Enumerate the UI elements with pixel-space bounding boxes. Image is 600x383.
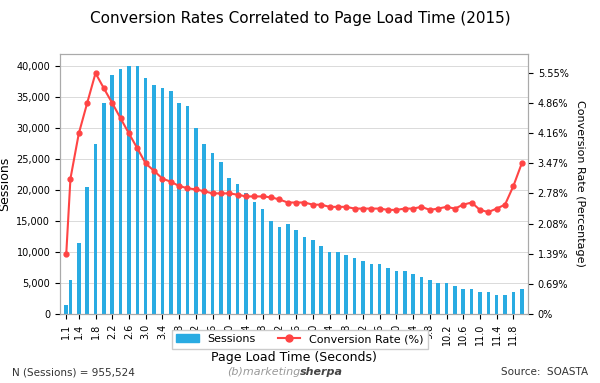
Bar bbox=[227, 178, 231, 314]
Bar bbox=[185, 106, 189, 314]
Bar bbox=[319, 246, 323, 314]
Bar bbox=[77, 243, 80, 314]
Bar bbox=[512, 292, 515, 314]
Bar bbox=[169, 91, 173, 314]
Bar bbox=[412, 274, 415, 314]
Bar bbox=[436, 283, 440, 314]
Bar bbox=[136, 66, 139, 314]
Bar bbox=[386, 268, 390, 314]
Bar bbox=[102, 103, 106, 314]
Text: N (Sessions) = 955,524: N (Sessions) = 955,524 bbox=[12, 367, 135, 378]
Bar bbox=[68, 280, 72, 314]
Bar bbox=[85, 187, 89, 314]
Bar bbox=[487, 292, 490, 314]
Text: (b)marketing: (b)marketing bbox=[227, 367, 300, 378]
Bar bbox=[211, 153, 214, 314]
Bar bbox=[311, 240, 314, 314]
Bar bbox=[286, 224, 290, 314]
Bar bbox=[110, 75, 114, 314]
Bar bbox=[461, 289, 465, 314]
Bar bbox=[161, 88, 164, 314]
Bar bbox=[328, 252, 331, 314]
X-axis label: Page Load Time (Seconds): Page Load Time (Seconds) bbox=[211, 351, 377, 364]
Bar bbox=[344, 255, 348, 314]
Bar bbox=[478, 292, 482, 314]
Y-axis label: Sessions: Sessions bbox=[0, 157, 11, 211]
Bar bbox=[520, 289, 524, 314]
Bar bbox=[253, 203, 256, 314]
Bar bbox=[302, 237, 306, 314]
Bar bbox=[236, 184, 239, 314]
Bar bbox=[378, 264, 382, 314]
Bar bbox=[178, 103, 181, 314]
Bar bbox=[194, 128, 197, 314]
Bar bbox=[127, 66, 131, 314]
Bar bbox=[361, 261, 365, 314]
Bar bbox=[453, 286, 457, 314]
Bar bbox=[470, 289, 473, 314]
Bar bbox=[503, 295, 507, 314]
Text: Conversion Rates Correlated to Page Load Time (2015): Conversion Rates Correlated to Page Load… bbox=[89, 11, 511, 26]
Bar bbox=[244, 193, 248, 314]
Bar bbox=[144, 79, 148, 314]
Bar bbox=[403, 271, 407, 314]
Bar bbox=[219, 162, 223, 314]
Bar bbox=[295, 230, 298, 314]
Bar bbox=[395, 271, 398, 314]
Bar bbox=[269, 221, 273, 314]
Text: Source:  SOASTA: Source: SOASTA bbox=[501, 367, 588, 378]
Y-axis label: Conversion Rate (Percentage): Conversion Rate (Percentage) bbox=[575, 100, 585, 267]
Bar bbox=[419, 277, 423, 314]
Bar bbox=[278, 227, 281, 314]
Bar bbox=[152, 85, 156, 314]
Bar bbox=[428, 280, 431, 314]
Bar bbox=[336, 252, 340, 314]
Bar bbox=[119, 69, 122, 314]
Legend: Sessions, Conversion Rate (%): Sessions, Conversion Rate (%) bbox=[172, 330, 428, 349]
Bar bbox=[495, 295, 499, 314]
Bar bbox=[261, 209, 265, 314]
Bar bbox=[94, 144, 97, 314]
Bar bbox=[64, 305, 68, 314]
Bar bbox=[202, 144, 206, 314]
Text: sherpa: sherpa bbox=[300, 367, 343, 378]
Bar bbox=[445, 283, 448, 314]
Bar bbox=[353, 258, 356, 314]
Bar bbox=[370, 264, 373, 314]
